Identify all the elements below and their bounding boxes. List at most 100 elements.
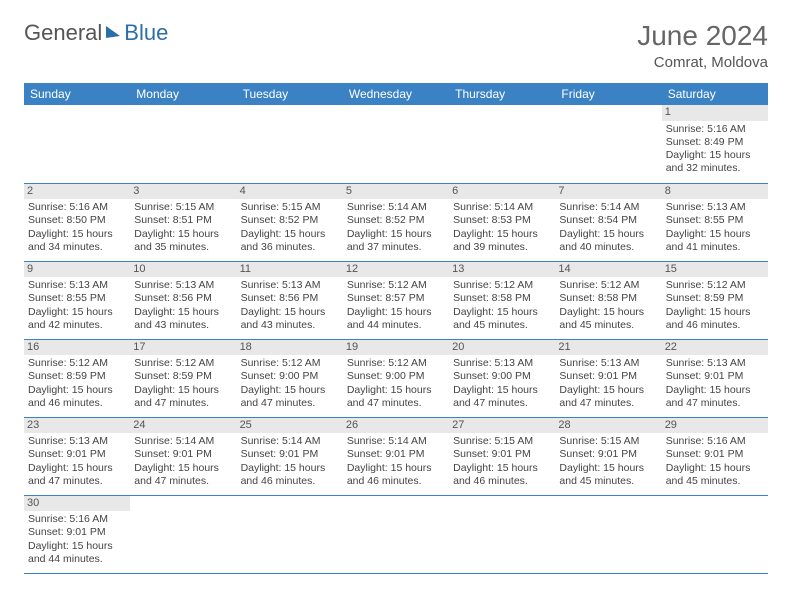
day-number: 26 bbox=[343, 418, 449, 434]
day-content: Sunrise: 5:13 AMSunset: 9:01 PMDaylight:… bbox=[666, 357, 764, 410]
day-number: 11 bbox=[237, 262, 343, 278]
sunrise-line: Sunrise: 5:13 AM bbox=[559, 357, 657, 370]
sunset-line: Sunset: 9:01 PM bbox=[559, 370, 657, 383]
sunrise-line: Sunrise: 5:15 AM bbox=[241, 201, 339, 214]
day-content: Sunrise: 5:15 AMSunset: 8:51 PMDaylight:… bbox=[134, 201, 232, 254]
daylight-line: Daylight: 15 hours and 34 minutes. bbox=[28, 228, 126, 254]
calendar-table: Sunday Monday Tuesday Wednesday Thursday… bbox=[24, 83, 768, 574]
day-content: Sunrise: 5:13 AMSunset: 9:00 PMDaylight:… bbox=[453, 357, 551, 410]
sunrise-line: Sunrise: 5:15 AM bbox=[559, 435, 657, 448]
day-number: 9 bbox=[24, 262, 130, 278]
calendar-cell: 18Sunrise: 5:12 AMSunset: 9:00 PMDayligh… bbox=[237, 339, 343, 417]
sunset-line: Sunset: 8:58 PM bbox=[453, 292, 551, 305]
calendar-cell: 20Sunrise: 5:13 AMSunset: 9:00 PMDayligh… bbox=[449, 339, 555, 417]
sunrise-line: Sunrise: 5:16 AM bbox=[28, 513, 126, 526]
weekday-header: Wednesday bbox=[343, 83, 449, 105]
sunrise-line: Sunrise: 5:12 AM bbox=[28, 357, 126, 370]
calendar-cell: 21Sunrise: 5:13 AMSunset: 9:01 PMDayligh… bbox=[555, 339, 661, 417]
calendar-cell: 26Sunrise: 5:14 AMSunset: 9:01 PMDayligh… bbox=[343, 417, 449, 495]
day-number: 28 bbox=[555, 418, 661, 434]
daylight-line: Daylight: 15 hours and 32 minutes. bbox=[666, 149, 764, 175]
brand-part1: General bbox=[24, 20, 102, 46]
sunrise-line: Sunrise: 5:13 AM bbox=[666, 357, 764, 370]
sunrise-line: Sunrise: 5:12 AM bbox=[559, 279, 657, 292]
day-number: 27 bbox=[449, 418, 555, 434]
sunrise-line: Sunrise: 5:12 AM bbox=[453, 279, 551, 292]
sunset-line: Sunset: 9:01 PM bbox=[666, 370, 764, 383]
daylight-line: Daylight: 15 hours and 45 minutes. bbox=[559, 462, 657, 488]
sunset-line: Sunset: 8:53 PM bbox=[453, 214, 551, 227]
calendar-cell bbox=[237, 105, 343, 183]
sunrise-line: Sunrise: 5:14 AM bbox=[559, 201, 657, 214]
day-content: Sunrise: 5:16 AMSunset: 9:01 PMDaylight:… bbox=[28, 513, 126, 566]
calendar-cell: 3Sunrise: 5:15 AMSunset: 8:51 PMDaylight… bbox=[130, 183, 236, 261]
daylight-line: Daylight: 15 hours and 47 minutes. bbox=[453, 384, 551, 410]
day-content: Sunrise: 5:13 AMSunset: 8:55 PMDaylight:… bbox=[666, 201, 764, 254]
sunset-line: Sunset: 9:00 PM bbox=[241, 370, 339, 383]
day-content: Sunrise: 5:14 AMSunset: 8:53 PMDaylight:… bbox=[453, 201, 551, 254]
sunrise-line: Sunrise: 5:12 AM bbox=[134, 357, 232, 370]
calendar-cell: 5Sunrise: 5:14 AMSunset: 8:52 PMDaylight… bbox=[343, 183, 449, 261]
day-number: 21 bbox=[555, 340, 661, 356]
weekday-header: Tuesday bbox=[237, 83, 343, 105]
sunset-line: Sunset: 9:00 PM bbox=[453, 370, 551, 383]
day-number: 30 bbox=[24, 496, 130, 512]
calendar-cell: 16Sunrise: 5:12 AMSunset: 8:59 PMDayligh… bbox=[24, 339, 130, 417]
day-number: 20 bbox=[449, 340, 555, 356]
calendar-cell: 27Sunrise: 5:15 AMSunset: 9:01 PMDayligh… bbox=[449, 417, 555, 495]
sunset-line: Sunset: 9:01 PM bbox=[666, 448, 764, 461]
sunrise-line: Sunrise: 5:16 AM bbox=[666, 123, 764, 136]
day-number: 13 bbox=[449, 262, 555, 278]
sunrise-line: Sunrise: 5:16 AM bbox=[28, 201, 126, 214]
day-content: Sunrise: 5:12 AMSunset: 8:58 PMDaylight:… bbox=[453, 279, 551, 332]
weekday-header: Monday bbox=[130, 83, 236, 105]
day-content: Sunrise: 5:13 AMSunset: 9:01 PMDaylight:… bbox=[28, 435, 126, 488]
calendar-row: 16Sunrise: 5:12 AMSunset: 8:59 PMDayligh… bbox=[24, 339, 768, 417]
day-content: Sunrise: 5:14 AMSunset: 8:54 PMDaylight:… bbox=[559, 201, 657, 254]
day-content: Sunrise: 5:12 AMSunset: 9:00 PMDaylight:… bbox=[241, 357, 339, 410]
title-block: June 2024 Comrat, Moldova bbox=[637, 20, 768, 71]
calendar-cell: 6Sunrise: 5:14 AMSunset: 8:53 PMDaylight… bbox=[449, 183, 555, 261]
calendar-row: 2Sunrise: 5:16 AMSunset: 8:50 PMDaylight… bbox=[24, 183, 768, 261]
sunset-line: Sunset: 9:00 PM bbox=[347, 370, 445, 383]
brand-logo: General Blue bbox=[24, 20, 168, 46]
day-content: Sunrise: 5:15 AMSunset: 9:01 PMDaylight:… bbox=[559, 435, 657, 488]
weekday-header: Thursday bbox=[449, 83, 555, 105]
day-content: Sunrise: 5:14 AMSunset: 9:01 PMDaylight:… bbox=[134, 435, 232, 488]
daylight-line: Daylight: 15 hours and 45 minutes. bbox=[559, 306, 657, 332]
calendar-cell: 14Sunrise: 5:12 AMSunset: 8:58 PMDayligh… bbox=[555, 261, 661, 339]
calendar-cell: 22Sunrise: 5:13 AMSunset: 9:01 PMDayligh… bbox=[662, 339, 768, 417]
daylight-line: Daylight: 15 hours and 47 minutes. bbox=[559, 384, 657, 410]
sunset-line: Sunset: 8:56 PM bbox=[241, 292, 339, 305]
day-number: 17 bbox=[130, 340, 236, 356]
calendar-cell bbox=[343, 495, 449, 573]
day-number: 3 bbox=[130, 184, 236, 200]
calendar-cell: 19Sunrise: 5:12 AMSunset: 9:00 PMDayligh… bbox=[343, 339, 449, 417]
sunset-line: Sunset: 8:55 PM bbox=[666, 214, 764, 227]
daylight-line: Daylight: 15 hours and 47 minutes. bbox=[241, 384, 339, 410]
brand-part2: Blue bbox=[124, 20, 168, 46]
calendar-cell: 1Sunrise: 5:16 AMSunset: 8:49 PMDaylight… bbox=[662, 105, 768, 183]
daylight-line: Daylight: 15 hours and 35 minutes. bbox=[134, 228, 232, 254]
calendar-cell: 28Sunrise: 5:15 AMSunset: 9:01 PMDayligh… bbox=[555, 417, 661, 495]
daylight-line: Daylight: 15 hours and 36 minutes. bbox=[241, 228, 339, 254]
day-content: Sunrise: 5:14 AMSunset: 9:01 PMDaylight:… bbox=[241, 435, 339, 488]
day-number: 2 bbox=[24, 184, 130, 200]
day-number: 7 bbox=[555, 184, 661, 200]
daylight-line: Daylight: 15 hours and 43 minutes. bbox=[241, 306, 339, 332]
calendar-cell bbox=[130, 495, 236, 573]
month-title: June 2024 bbox=[637, 20, 768, 52]
day-number: 22 bbox=[662, 340, 768, 356]
daylight-line: Daylight: 15 hours and 47 minutes. bbox=[666, 384, 764, 410]
sunrise-line: Sunrise: 5:14 AM bbox=[241, 435, 339, 448]
calendar-cell: 2Sunrise: 5:16 AMSunset: 8:50 PMDaylight… bbox=[24, 183, 130, 261]
calendar-row: 9Sunrise: 5:13 AMSunset: 8:55 PMDaylight… bbox=[24, 261, 768, 339]
page-header: General Blue June 2024 Comrat, Moldova bbox=[24, 20, 768, 71]
day-content: Sunrise: 5:16 AMSunset: 8:49 PMDaylight:… bbox=[666, 123, 764, 176]
calendar-cell bbox=[343, 105, 449, 183]
day-number: 12 bbox=[343, 262, 449, 278]
sunrise-line: Sunrise: 5:14 AM bbox=[134, 435, 232, 448]
calendar-row: 23Sunrise: 5:13 AMSunset: 9:01 PMDayligh… bbox=[24, 417, 768, 495]
sunset-line: Sunset: 8:52 PM bbox=[241, 214, 339, 227]
calendar-cell: 9Sunrise: 5:13 AMSunset: 8:55 PMDaylight… bbox=[24, 261, 130, 339]
